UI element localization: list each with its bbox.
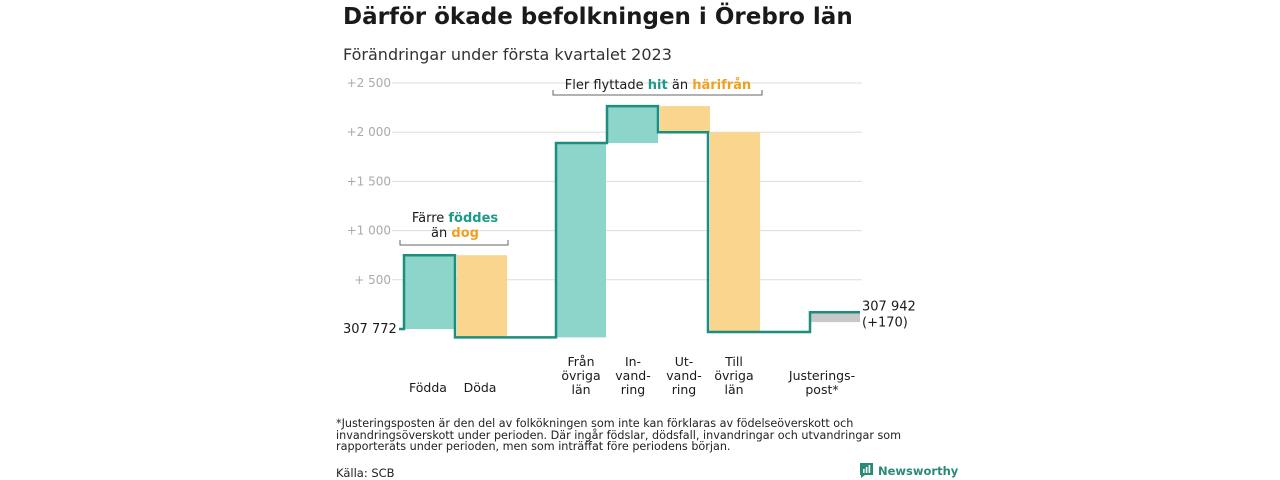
chart-subtitle: Förändringar under första kvartalet 2023: [343, 45, 672, 64]
y-tick-label: +1 500: [347, 174, 391, 188]
x-category-label: Från: [567, 354, 594, 369]
annotation-bracket: [552, 90, 763, 96]
footnote: *Justeringsposten är den del av folkökni…: [336, 417, 902, 453]
x-category-label: Justerings-: [788, 368, 855, 383]
bar-decrease: [710, 132, 760, 332]
end-value-label: (+170): [862, 315, 908, 330]
x-category-label: ring: [672, 382, 696, 397]
annotation-span: än: [668, 78, 692, 93]
annotation-span: hit: [648, 78, 668, 93]
adjustment-bar: [810, 312, 860, 323]
y-tick-label: +1 000: [347, 224, 391, 238]
x-category-label: vand-: [615, 368, 650, 383]
x-category-label: ring: [621, 382, 645, 397]
x-category-label: Till: [724, 354, 743, 369]
x-category-label: Ut-: [675, 354, 694, 369]
bar-increase: [404, 255, 454, 329]
x-category-label: In-: [625, 354, 641, 369]
source-label: Källa: SCB: [336, 466, 395, 480]
brand-label: Newsworthy: [878, 463, 959, 478]
x-category-label: vand-: [666, 368, 701, 383]
x-category-label: post*: [805, 382, 838, 397]
annotation-born-died-line1: Färre föddes: [412, 211, 499, 226]
x-category-label: län: [724, 382, 743, 397]
annotation-bracket: [399, 240, 509, 246]
bar-increase: [608, 106, 658, 144]
y-tick-label: +2 000: [347, 125, 391, 139]
annotation-span: dog: [451, 226, 479, 241]
x-category-label: Födda: [409, 380, 447, 395]
x-category-label: övriga: [714, 368, 753, 383]
bar-decrease: [457, 255, 507, 338]
waterfall-chart: +2 500 +2 000 +1 500 +1 000 + 500 307 772 307 …: [343, 76, 916, 397]
start-value-label: 307 772: [343, 322, 397, 337]
y-tick-label: +2 500: [347, 76, 391, 90]
annotation-span: föddes: [448, 211, 498, 226]
annotation-span: än: [431, 226, 451, 241]
annotation-span: härifrån: [692, 78, 751, 93]
annotation-span: Färre: [412, 211, 449, 226]
end-value-label: 307 942: [862, 299, 916, 314]
bar-decrease: [660, 106, 710, 133]
bar-increase: [556, 143, 606, 338]
step-line: [399, 104, 860, 339]
y-tick-label: + 500: [354, 273, 391, 287]
newsworthy-logo-icon: [860, 463, 873, 478]
x-category-label: Döda: [464, 380, 497, 395]
x-category-label: övriga: [561, 368, 600, 383]
x-category-label: län: [571, 382, 590, 397]
annotation-migration: Fler flyttade hit än härifrån: [565, 78, 751, 93]
annotation-born-died-line2: än dog: [431, 226, 479, 241]
chart-title: Därför ökade befolkningen i Örebro län: [343, 4, 853, 30]
annotation-span: Fler flyttade: [565, 78, 648, 93]
brand: Newsworthy: [860, 463, 958, 478]
